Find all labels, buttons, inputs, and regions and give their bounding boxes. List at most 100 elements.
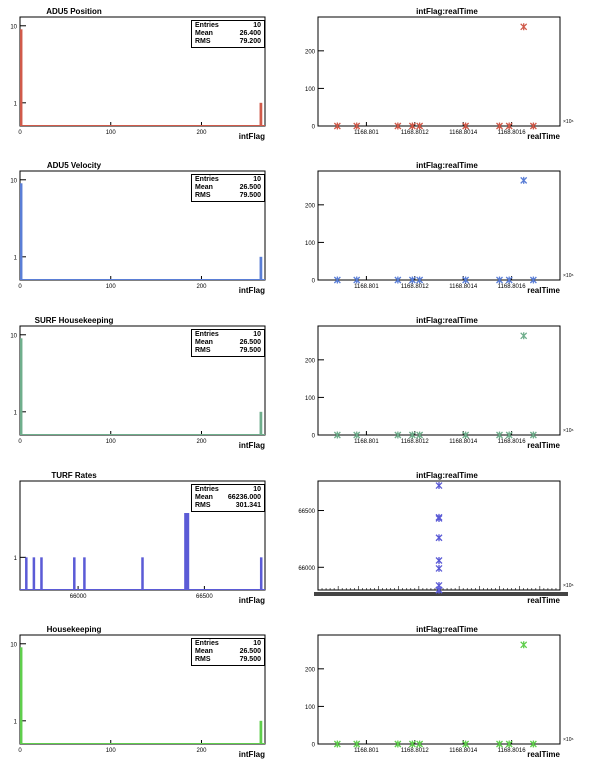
scatter-point [520, 641, 528, 649]
scatter-point [520, 23, 528, 31]
y-tick-label: 200 [305, 203, 316, 209]
scatter-point [435, 514, 443, 522]
stats-row: Entries 10 [195, 486, 261, 494]
stats-row: RMS 79.500 [195, 347, 261, 355]
x-tick-label: 200 [196, 130, 207, 136]
x-axis-label: realTime [527, 596, 560, 605]
histogram-panel: Housekeeping 1 10 0 100 200 intFlag Entries 10 Me… [0, 618, 298, 772]
axis-exponent-label: ×10⁶ [563, 119, 574, 125]
histogram-bar [20, 183, 23, 280]
stats-label: Entries [195, 331, 219, 338]
x-tick-label: 1168.8016 [498, 284, 527, 290]
scatter-point [333, 740, 341, 748]
scatter-point [353, 122, 361, 130]
stats-value: 10 [253, 331, 261, 338]
x-tick-label: 100 [106, 130, 117, 136]
scatter-point [408, 740, 416, 748]
chart-title: ADU5 Velocity [46, 161, 102, 170]
x-tick-label: 1168.8012 [401, 130, 430, 136]
chart-title: intFlag:realTime [416, 625, 478, 634]
stats-row: Mean 26.500 [195, 184, 261, 192]
stats-value: 10 [253, 176, 261, 183]
stats-value: 10 [253, 640, 261, 647]
stats-row: RMS 79.500 [195, 656, 261, 664]
stats-label: Entries [195, 640, 219, 647]
stats-value: 79.500 [239, 347, 261, 354]
y-tick-label: 100 [305, 705, 316, 711]
scatter-point [435, 586, 443, 594]
y-tick-label: 1 [14, 719, 18, 725]
scatter-point [353, 276, 361, 284]
scatter-point [408, 122, 416, 130]
histogram-panel: SURF Housekeeping 1 10 0 100 200 intFlag Entrie… [0, 309, 298, 463]
stats-label: Mean [195, 339, 213, 346]
y-tick-label: 10 [10, 642, 17, 648]
plot-area: 0 100 200 1168.801 1168.8012 1168.8014 1168.80… [305, 16, 574, 136]
scatter-point [529, 276, 537, 284]
scatter-point [435, 534, 443, 542]
stats-label: Mean [195, 494, 213, 501]
y-tick-label: 100 [305, 241, 316, 247]
x-tick-label: 1168.8012 [401, 748, 430, 754]
x-tick-label: 66500 [196, 594, 213, 600]
stats-label: Entries [195, 486, 219, 493]
y-tick-label: 200 [305, 49, 316, 55]
scatter-point [408, 276, 416, 284]
y-tick-label: 10 [10, 178, 17, 184]
y-tick-label: 10 [10, 24, 17, 30]
stats-label: Entries [195, 22, 219, 29]
histogram-panel: ADU5 Position 1 10 0 100 200 intFlag Entries 10 M… [0, 0, 298, 154]
scatter-point [496, 276, 503, 284]
stats-label: RMS [195, 347, 211, 354]
x-tick-label: 1168.8012 [401, 439, 430, 445]
y-tick-label: 100 [305, 87, 316, 93]
x-tick-label: 1168.8014 [449, 284, 478, 290]
scatter-panel: intFlag:realTime 0 100 200 1168.801 1168.8012… [298, 309, 596, 463]
scatter-point [353, 740, 361, 748]
y-tick-label: 0 [312, 125, 316, 131]
axis-exponent-label: ×10⁶ [563, 273, 574, 279]
scatter-point [496, 122, 503, 130]
y-tick-label: 1 [14, 410, 18, 416]
histogram-bar [259, 256, 263, 280]
chart-title: intFlag:realTime [416, 161, 478, 170]
x-axis-label: realTime [527, 132, 560, 141]
stats-row: Entries 10 [195, 22, 261, 30]
histogram-bar [141, 557, 144, 590]
scatter-point [505, 740, 513, 748]
stats-row: RMS 301.341 [195, 502, 261, 510]
stats-label: Mean [195, 30, 213, 37]
scatter-point [435, 564, 443, 572]
y-tick-label: 0 [312, 743, 316, 749]
chart-title: Housekeeping [46, 625, 102, 634]
x-tick-label: 1168.801 [354, 130, 379, 136]
stats-row: Mean 66236.000 [195, 494, 261, 502]
y-tick-label: 1 [14, 556, 18, 562]
x-tick-label: 1168.8012 [401, 284, 430, 290]
scatter-panel: intFlag:realTime 66000 66500 ×10⁶ realTime [298, 464, 596, 618]
scatter-panel: intFlag:realTime 0 100 200 1168.801 1168.8012… [298, 0, 596, 154]
stats-value: 66236.000 [227, 494, 261, 501]
stats-row: Entries 10 [195, 640, 261, 648]
scatter-point [462, 276, 470, 284]
histogram-panel: ADU5 Velocity 1 10 0 100 200 intFlag Entries 10 M… [0, 154, 298, 308]
y-tick-label: 0 [312, 434, 316, 440]
y-tick-label: 66500 [298, 509, 315, 515]
stats-box: Entries 10 Mean 26.500 RMS 79.500 [191, 174, 265, 202]
chart-title: intFlag:realTime [416, 316, 478, 325]
scatter-point [416, 431, 424, 439]
histogram-bar [259, 557, 263, 590]
scatter-point [496, 431, 503, 439]
scatter-point [462, 740, 470, 748]
stats-label: RMS [195, 656, 211, 663]
histogram-bar [20, 338, 23, 435]
x-tick-label: 0 [18, 130, 22, 136]
scatter-point [416, 740, 424, 748]
stats-row: Entries 10 [195, 176, 261, 184]
x-tick-label: 1168.8016 [498, 439, 527, 445]
x-tick-label: 100 [106, 284, 117, 290]
chart-title: intFlag:realTime [416, 7, 478, 16]
